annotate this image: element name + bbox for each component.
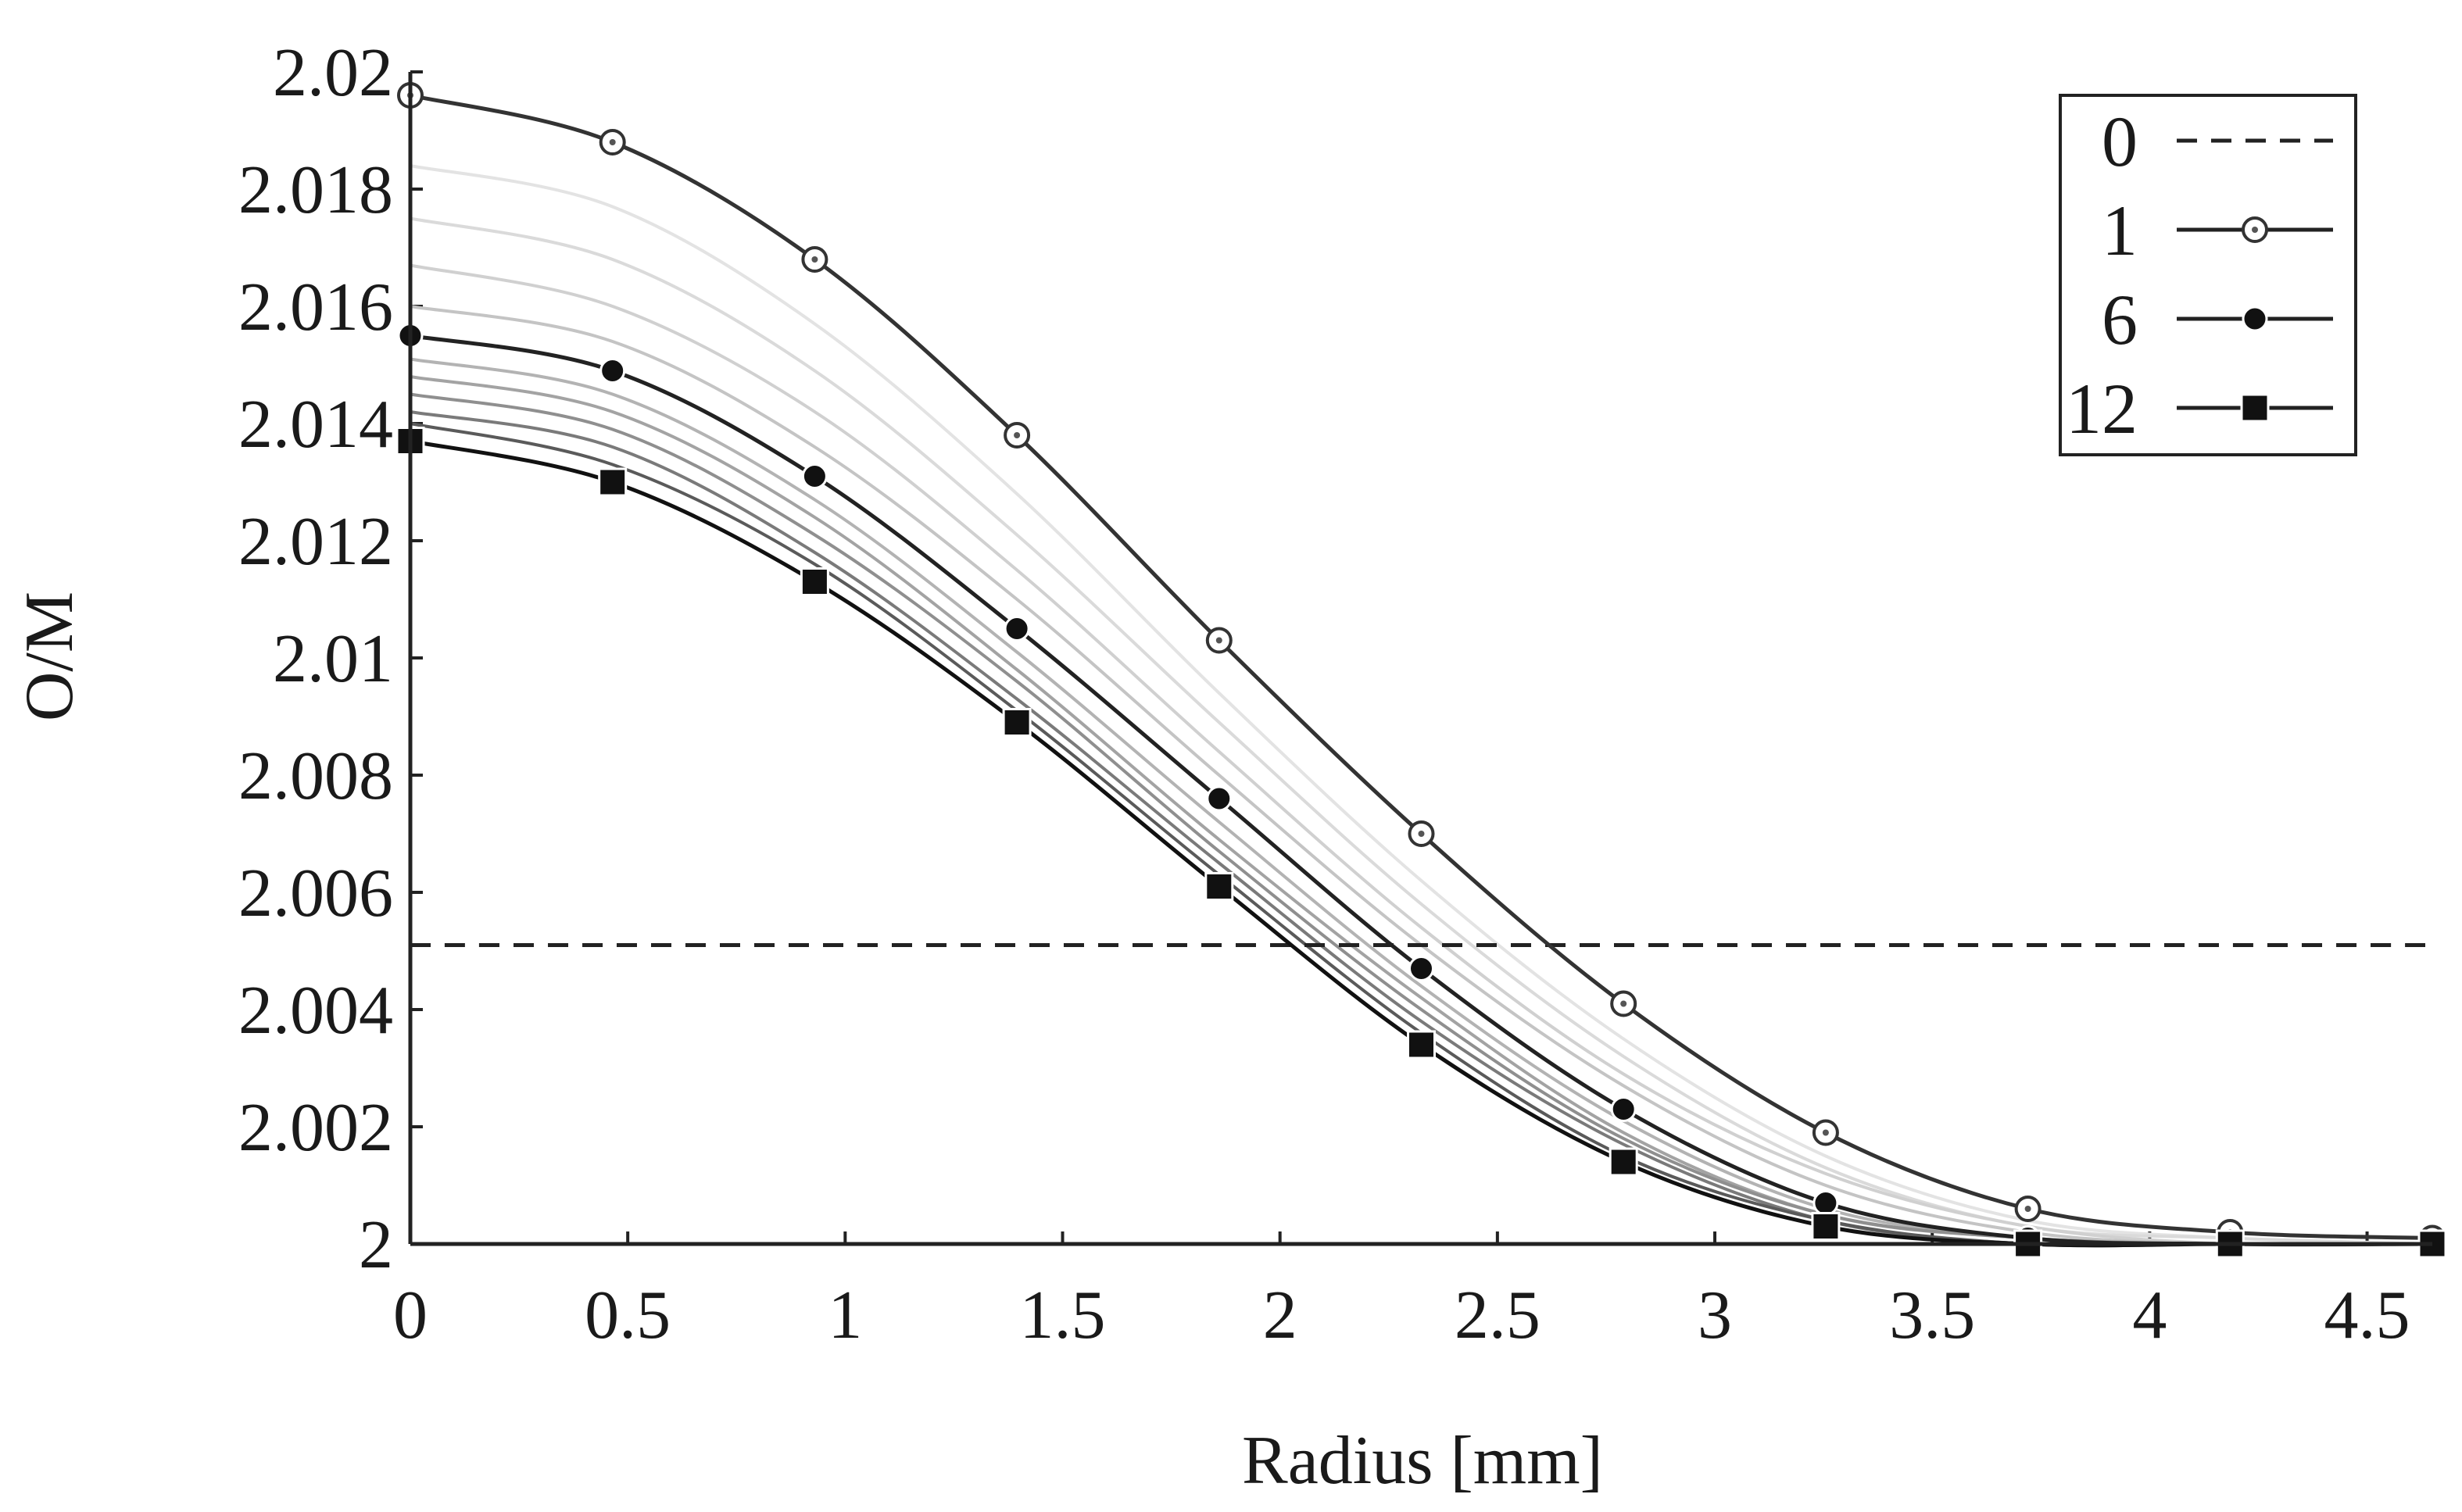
series-1-marker-6-center: [1620, 1000, 1627, 1007]
series-12-marker-4: [1204, 872, 1234, 901]
y-tick-label: 2.004: [238, 973, 393, 1049]
legend-label-0: 0: [2102, 102, 2138, 181]
x-tick-label: 2.5: [1455, 1278, 1541, 1353]
series-12-marker-2: [800, 567, 829, 596]
series-6-marker-6: [1610, 1096, 1637, 1122]
x-tick-label: 3: [1698, 1278, 1732, 1353]
x-tick-label: 4.5: [2324, 1278, 2410, 1353]
y-axis-ticks: 2 2.002 2.004 2.006 2.008 2.01 2.012 2.014 2.016…: [238, 35, 423, 1283]
series-12-marker-3: [1002, 708, 1032, 737]
legend-marker-12: [2240, 393, 2270, 423]
x-tick-label: 0: [393, 1278, 428, 1353]
series-12-marker-1: [598, 467, 628, 497]
y-tick-label: 2: [359, 1207, 393, 1283]
series-12-marker-6: [1609, 1147, 1638, 1177]
series-6-marker-3: [1004, 616, 1030, 642]
x-axis-ticks: 0 0.5 1 1.5 2 2.5 3 3.5 4 4.5: [393, 1231, 2410, 1353]
series-1-marker-5-center: [1418, 831, 1425, 837]
y-tick-label: 2.018: [238, 152, 393, 228]
legend-label-12: 12: [2066, 369, 2138, 449]
y-tick-label: 2.006: [238, 856, 393, 931]
y-tick-label: 2.002: [238, 1090, 393, 1166]
series-6-marker-1: [599, 358, 626, 384]
series-line-2: [410, 164, 2433, 1246]
series-1-marker-4-center: [1215, 637, 1222, 644]
x-tick-label: 4: [2132, 1278, 2167, 1353]
legend-label-1: 1: [2102, 191, 2138, 270]
legend-marker-6: [2242, 306, 2268, 332]
y-tick-label: 2.014: [238, 387, 393, 463]
series-line-4: [410, 263, 2433, 1247]
x-tick-label: 1.5: [1020, 1278, 1106, 1353]
series-12-marker-5: [1407, 1030, 1436, 1060]
x-tick-label: 3.5: [1889, 1278, 1975, 1353]
x-tick-label: 1: [828, 1278, 862, 1353]
legend-marker-1-center: [2252, 227, 2258, 233]
series-1-marker-7-center: [1822, 1129, 1829, 1136]
series-12-marker-7: [1811, 1212, 1841, 1241]
series-6-marker-2: [801, 463, 828, 489]
x-axis-title: Radius [mm]: [1242, 1423, 1603, 1499]
y-axis-title: O/M: [12, 592, 88, 721]
y-tick-label: 2.008: [238, 738, 393, 814]
y-tick-label: 2.01: [273, 621, 393, 697]
legend: 0 1 6 12: [2059, 94, 2357, 456]
series-1-marker-3-center: [1014, 432, 1021, 438]
series-line-1: [410, 93, 2433, 1240]
series-6-marker-5: [1408, 956, 1434, 981]
series-1-marker-1-center: [609, 139, 616, 145]
y-tick-label: 2.016: [238, 270, 393, 345]
x-tick-label: 2: [1263, 1278, 1297, 1353]
y-tick-label: 2.012: [238, 504, 393, 580]
series-6-marker-7: [1813, 1190, 1839, 1216]
series-line-5: [410, 305, 2433, 1247]
y-tick-label: 2.02: [273, 35, 393, 111]
series-1-marker-8-center: [2024, 1206, 2031, 1212]
x-tick-label: 0.5: [585, 1278, 671, 1353]
series-line-6: [410, 334, 2433, 1247]
series-1-marker-2-center: [811, 256, 818, 263]
series-6-marker-4: [1206, 785, 1233, 812]
legend-box: [2059, 94, 2357, 456]
legend-label-6: 6: [2102, 280, 2138, 359]
series-line-9: [410, 392, 2433, 1246]
